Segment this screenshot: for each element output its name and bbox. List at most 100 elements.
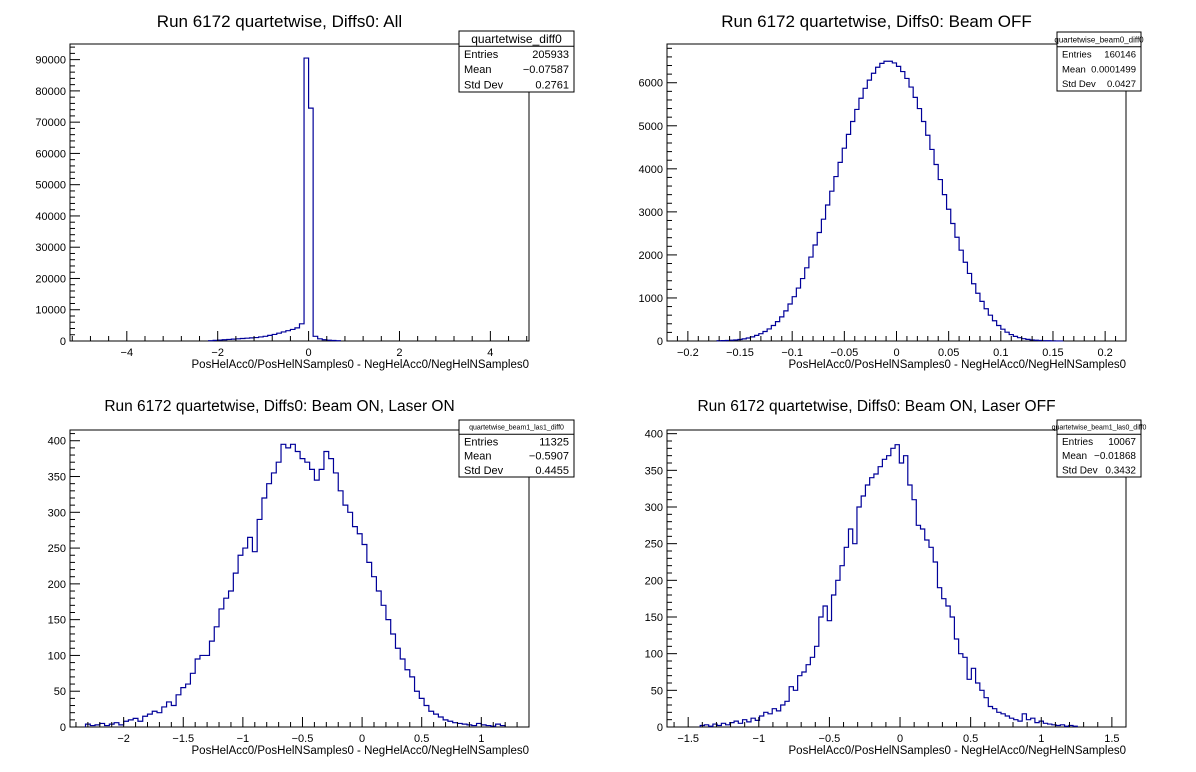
histogram-bin [410,677,415,727]
histogram-bins [85,444,505,727]
y-tick-label: 5000 [639,121,663,133]
x-tick-label: −1.5 [677,733,699,745]
histogram-bin [243,548,248,727]
histogram-bin [972,284,976,341]
histogram-bins [717,61,1063,341]
histogram-bin [376,591,381,727]
histogram-bin [224,598,229,727]
x-tick-label: −0.1 [781,347,803,359]
x-tick-label: −1.5 [172,733,194,745]
y-tick-label: 50 [651,685,663,697]
histogram-bin [1014,720,1018,727]
histogram-bin [930,149,934,341]
stats-box: quartetwise_diff0 Entries 205933 Mean −0.075… [458,30,575,93]
x-axis-label: PosHelAcc0/PosHelNSamples0 - NegHelAcc0/… [789,359,1126,371]
histogram-bin [329,459,334,727]
histogram-bin [147,714,152,727]
stats-box: quartetwise_beam0_diff0 Entries 160146 Mean… [1054,31,1144,92]
histogram-bin [776,711,780,727]
x-tick-label: 0.2 [1097,347,1112,359]
stats-box: quartetwise_beam1_las1_diff0 Entries 11325… [458,419,575,478]
histogram-bin [891,448,895,727]
histogram-bin [233,573,238,727]
histogram-bin [884,61,888,341]
histogram-bin [796,288,800,341]
y-tick-label: 2000 [639,250,663,262]
histogram-bin [348,512,353,727]
histogram-line [716,60,1065,342]
histogram-bin [863,88,867,341]
histogram-bin [268,335,273,341]
histogram-bin [916,525,920,727]
histogram-bin [381,605,386,727]
histogram-bin [259,337,264,341]
histogram-bin [801,279,805,341]
histogram-bin [167,702,172,727]
histogram-bin [277,333,282,341]
histogram-bin [938,180,942,341]
histogram-bin [252,552,257,727]
chart-title: Run 6172 quartetwise, Diffs0: All [157,12,402,31]
histogram-bin [751,718,755,727]
histogram-bin [319,469,324,727]
histogram-bin [755,335,759,341]
histogram-bin [967,273,971,341]
y-tick-label: 30000 [35,242,66,254]
histogram-bin [1013,336,1017,341]
x-tick-label: 4 [487,347,493,359]
histogram-bin [840,566,844,727]
histogram-bin [842,148,846,341]
histogram-bin [286,331,291,341]
x-tick-label: −1 [237,733,250,745]
y-tick-label: 0 [60,336,66,348]
histogram-bin [309,108,314,341]
y-tick-label: 250 [645,539,663,551]
histogram-bin [963,262,967,341]
plot-frame [69,43,530,342]
histogram-bin [980,301,984,341]
stats-box-frame [458,419,575,478]
stats-value: 11325 [539,436,569,448]
x-tick-label: 1.5 [1104,733,1119,745]
histogram-bin [200,655,205,727]
histogram-bin [367,562,372,727]
histogram-bin [300,459,305,727]
histogram-bin [878,467,882,727]
histogram-bin [1005,332,1009,341]
histogram-bin [984,309,988,341]
histogram-line [699,444,1078,727]
histogram-bin [971,668,975,727]
histogram-line [84,443,506,727]
x-tick-label: −4 [121,347,134,359]
histogram-bin [763,332,767,341]
histogram-bin [929,547,933,727]
histogram-bin [899,463,903,727]
histogram-bin [357,534,362,727]
histogram-bin [867,80,871,341]
histogram-bin [214,627,219,727]
histogram-bin [395,648,400,727]
stats-value: 160146 [1104,50,1136,61]
stats-histogram-name: quartetwise_beam1_las1_diff0 [469,425,564,432]
histogram-bin [286,448,291,727]
histogram-bin [917,109,921,341]
histogram-bin [851,121,855,341]
stats-box-frame [458,30,575,93]
y-tick-label: 20000 [35,273,66,285]
x-tick-label: 0 [306,347,312,359]
stats-value: 0.4455 [535,465,569,477]
histogram-bin [846,134,850,341]
histogram-bin [895,445,899,727]
histogram-bin [861,496,865,727]
stats-histogram-name: quartetwise_diff0 [471,32,562,46]
histogram-bin [304,58,309,341]
histogram-bin [424,706,429,727]
histogram-bin [798,676,802,727]
histogram-bin [1022,714,1026,727]
stats-label: Mean [464,451,492,463]
histogram-bin [888,61,892,341]
stats-value: 205933 [532,49,569,61]
y-tick-label: 200 [645,575,663,587]
stats-box-frame [1056,419,1142,478]
histogram-bin [838,162,842,341]
